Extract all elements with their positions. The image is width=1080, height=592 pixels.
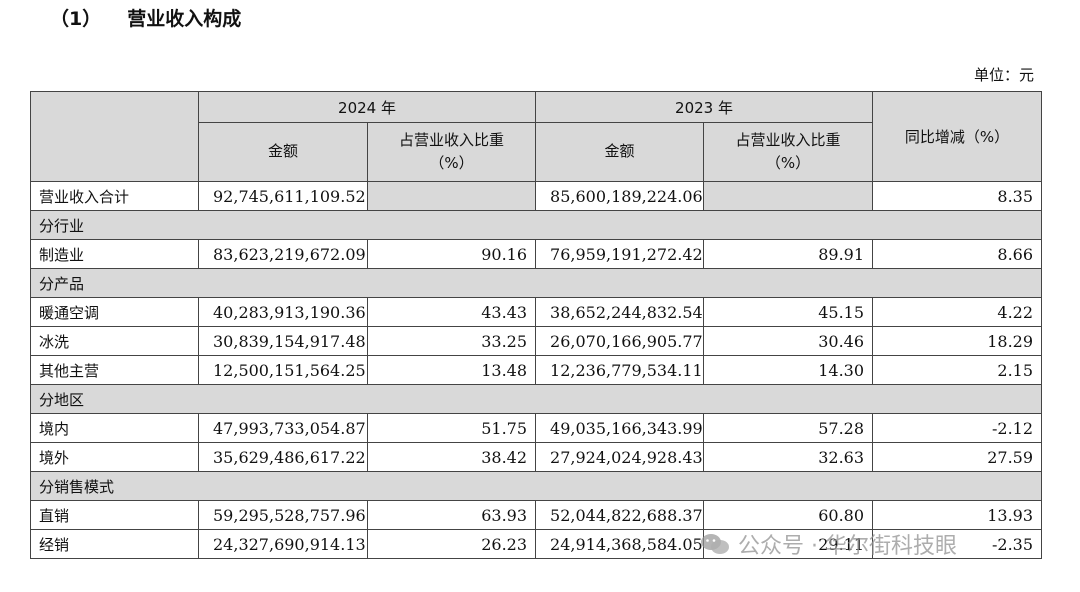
- amount-2023: 27,924,024,928.43: [535, 442, 705, 472]
- share-2024: 43.43: [366, 297, 537, 327]
- share-2023: 32.63: [703, 442, 874, 472]
- amount-2023: 52,044,822,688.37: [535, 500, 705, 530]
- share-2023: 30.46: [703, 326, 874, 356]
- share-2024-empty: [366, 181, 537, 211]
- yoy-change: -2.12: [872, 413, 1043, 443]
- row-label: 境外: [30, 442, 199, 472]
- category-row: 分行业: [29, 210, 1043, 240]
- header-amount-2023: 金额: [535, 122, 705, 182]
- share-2023-empty: [703, 181, 874, 211]
- amount-2023: 49,035,166,343.99: [535, 413, 705, 443]
- category-title: 分产品: [29, 268, 1043, 298]
- row-label: 冰洗: [30, 326, 199, 356]
- category-title: 分地区: [29, 384, 1043, 414]
- table-row: 经销 24,327,690,914.13 26.23 24,914,368,584.0…: [30, 529, 1043, 559]
- section-title-text: 营业收入构成: [127, 8, 242, 30]
- yoy-change: 27.59: [872, 442, 1043, 472]
- unit-label: 单位：元: [973, 66, 1034, 84]
- yoy-change: 4.22: [872, 297, 1043, 327]
- share-2024: 90.16: [366, 239, 537, 269]
- table-body: 营业收入合计 92,745,611,109.52 85,600,189,224.…: [29, 181, 1043, 559]
- amount-2024: 47,993,733,054.87: [198, 413, 368, 443]
- row-label: 其他主营: [30, 355, 199, 385]
- yoy-change: 8.66: [872, 239, 1043, 269]
- watermark: 公众号 · 华尔街科技眼: [700, 528, 957, 560]
- table-row: 暖通空调 40,283,913,190.36 43.43 38,652,244,832…: [30, 297, 1043, 327]
- header-share-line1: 占营业收入比重: [399, 130, 505, 149]
- table-row: 其他主营 12,500,151,564.25 13.48 12,236,779,534…: [30, 355, 1043, 385]
- category-row: 分地区: [29, 384, 1043, 414]
- header-share-line2: （%）: [429, 154, 474, 172]
- section-title: （1） 营业收入构成: [50, 4, 241, 31]
- share-2023: 57.28: [703, 413, 874, 443]
- header-year-2024: 2024 年: [197, 91, 537, 123]
- share-2023: 14.30: [703, 355, 874, 385]
- wechat-icon: [701, 534, 729, 554]
- amount-2023: 85,600,189,224.06: [535, 181, 705, 211]
- share-2024: 63.93: [366, 500, 537, 530]
- header-year-2023: 2023 年: [535, 91, 874, 123]
- share-2024: 33.25: [366, 326, 537, 356]
- amount-2024: 40,283,913,190.36: [198, 297, 368, 327]
- share-2024: 38.42: [366, 442, 537, 472]
- yoy-change: 13.93: [872, 500, 1043, 530]
- table-row: 境外 35,629,486,617.22 38.42 27,924,024,928.4…: [30, 442, 1043, 472]
- amount-2024: 24,327,690,914.13: [198, 529, 368, 559]
- row-label: 营业收入合计: [30, 181, 199, 211]
- row-label: 直销: [30, 500, 199, 530]
- amount-2023: 12,236,779,534.11: [535, 355, 705, 385]
- category-row: 分产品: [29, 268, 1043, 298]
- share-2024: 13.48: [366, 355, 537, 385]
- category-title: 分行业: [29, 210, 1043, 240]
- header-corner: [30, 91, 199, 182]
- row-label: 境内: [30, 413, 199, 443]
- amount-2024: 35,629,486,617.22: [198, 442, 368, 472]
- header-share-2023: 占营业收入比重 （%）: [703, 122, 874, 182]
- amount-2023: 26,070,166,905.77: [535, 326, 705, 356]
- header-yoy: 同比增减（%）: [872, 91, 1043, 182]
- share-2023: 29.11: [703, 529, 874, 559]
- table-row: 制造业 83,623,219,672.09 90.16 76,959,191,272.…: [30, 239, 1043, 269]
- row-label: 制造业: [30, 239, 199, 269]
- category-title: 分销售模式: [29, 471, 1043, 501]
- category-row: 分销售模式: [29, 471, 1043, 501]
- share-2023: 60.80: [703, 500, 874, 530]
- row-label: 暖通空调: [30, 297, 199, 327]
- yoy-change: -2.35: [872, 529, 1043, 559]
- table-row: 直销 59,295,528,757.96 63.93 52,044,822,688.3…: [30, 500, 1043, 530]
- share-2023: 45.15: [703, 297, 874, 327]
- amount-2024: 12,500,151,564.25: [198, 355, 368, 385]
- watermark-text: 公众号 · 华尔街科技眼: [738, 534, 957, 559]
- amount-2023: 24,914,368,584.05: [535, 529, 705, 559]
- table-row: 冰洗 30,839,154,917.48 33.25 26,070,166,905.7…: [30, 326, 1043, 356]
- share-2024: 26.23: [366, 529, 537, 559]
- revenue-table: 2024 年 2023 年 同比增减（%） 金额 占营业收入比重 （%） 金额 占…: [29, 91, 1043, 559]
- row-label: 经销: [30, 529, 199, 559]
- yoy-change: 2.15: [872, 355, 1043, 385]
- amount-2023: 38,652,244,832.54: [535, 297, 705, 327]
- header-share-line2: （%）: [765, 154, 811, 172]
- amount-2024: 92,745,611,109.52: [198, 181, 368, 211]
- amount-2024: 30,839,154,917.48: [198, 326, 368, 356]
- yoy-change: 8.35: [872, 181, 1043, 211]
- header-share-2024: 占营业收入比重 （%）: [366, 122, 537, 182]
- share-2023: 89.91: [703, 239, 874, 269]
- yoy-change: 18.29: [872, 326, 1043, 356]
- section-number: （1）: [50, 8, 102, 30]
- total-row: 营业收入合计 92,745,611,109.52 85,600,189,224.…: [30, 181, 1043, 211]
- table-row: 境内 47,993,733,054.87 51.75 49,035,166,343.9…: [30, 413, 1043, 443]
- amount-2024: 59,295,528,757.96: [198, 500, 368, 530]
- share-2024: 51.75: [366, 413, 537, 443]
- header-amount-2024: 金额: [198, 122, 368, 182]
- amount-2024: 83,623,219,672.09: [198, 239, 368, 269]
- amount-2023: 76,959,191,272.42: [535, 239, 705, 269]
- header-share-line1: 占营业收入比重: [735, 130, 841, 149]
